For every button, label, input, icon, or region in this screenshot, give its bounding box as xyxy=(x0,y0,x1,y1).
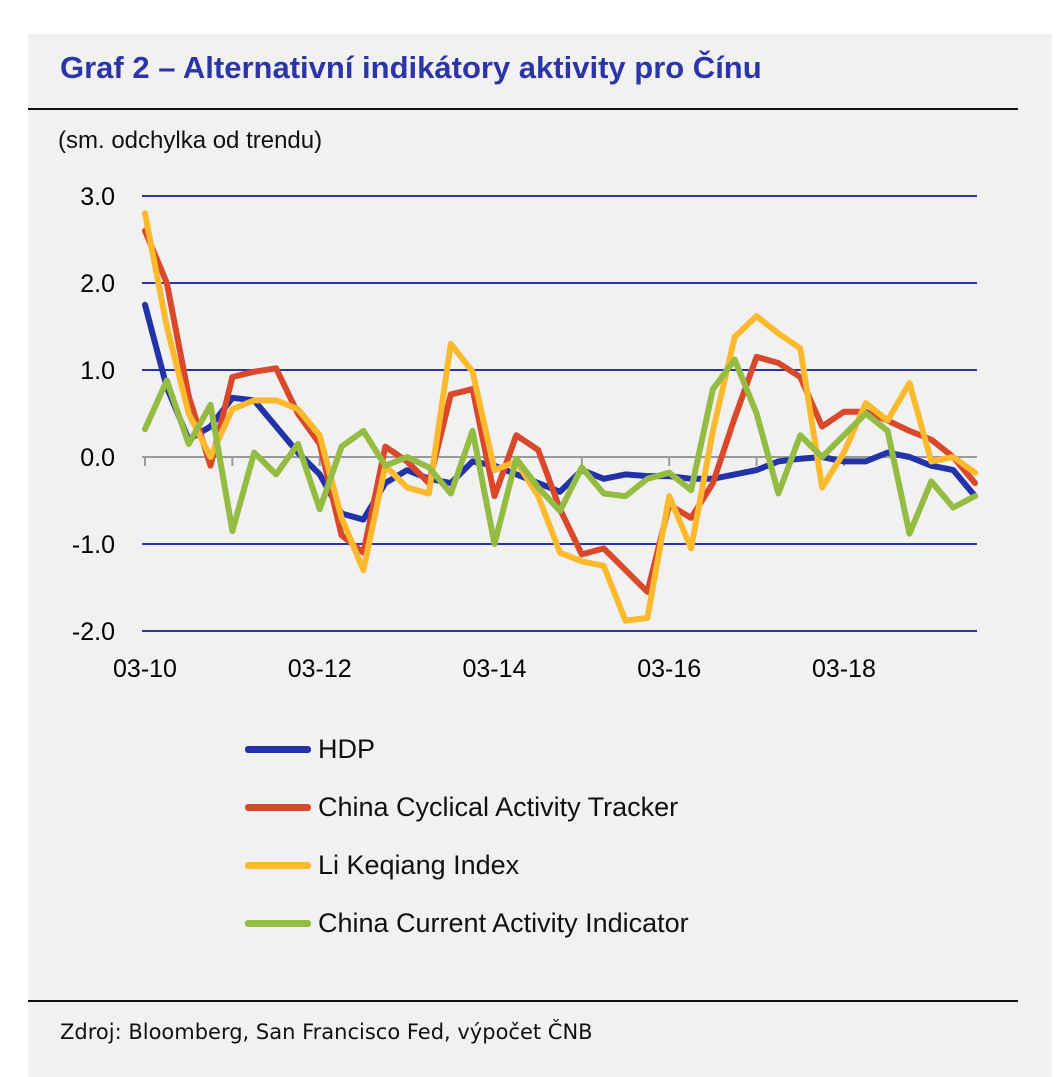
legend-swatch-caai xyxy=(245,920,311,927)
chart-panel xyxy=(28,34,1052,1077)
y-tick-label: -1.0 xyxy=(72,531,115,559)
chart-title: Graf 2 – Alternativní indikátory aktivit… xyxy=(60,50,762,85)
x-tick-label: 03-12 xyxy=(288,655,352,683)
x-tick-label: 03-14 xyxy=(462,655,526,683)
x-tick-label: 03-10 xyxy=(113,655,177,683)
legend-label-lki: Li Keqiang Index xyxy=(318,850,520,880)
y-tick-label: 1.0 xyxy=(80,357,115,385)
x-tick-label: 03-18 xyxy=(812,655,876,683)
legend-label-cat: China Cyclical Activity Tracker xyxy=(318,792,679,822)
series-line-lki xyxy=(142,210,978,624)
series-line-cat xyxy=(142,227,978,595)
y-tick-label: 3.0 xyxy=(80,183,115,211)
series-lines xyxy=(142,210,978,624)
series-line-caai xyxy=(142,356,978,547)
legend-swatch-lki xyxy=(245,862,311,869)
x-tick-label: 03-16 xyxy=(637,655,701,683)
legend-label-hdp: HDP xyxy=(318,734,376,764)
axes: 3.0 2.0 1.0 0.0 -1.0 -2.0 03-10 03-12 03-14 03-16… xyxy=(72,183,977,683)
source-divider xyxy=(28,1000,1018,1002)
y-tick-label: -2.0 xyxy=(72,618,115,646)
y-tick-label: 0.0 xyxy=(80,444,115,472)
legend-swatch-hdp xyxy=(245,746,311,753)
y-axis-unit-label: (sm. odchylka od trendu) xyxy=(58,127,323,154)
legend-label-caai: China Current Activity Indicator xyxy=(318,908,689,938)
y-tick-label: 2.0 xyxy=(80,270,115,298)
line-chart: 3.0 2.0 1.0 0.0 -1.0 -2.0 03-10 03-12 03-14 03-16… xyxy=(72,183,978,683)
source-note: Zdroj: Bloomberg, San Francisco Fed, výp… xyxy=(60,1020,593,1044)
title-divider xyxy=(28,108,1018,110)
legend-swatch-cat xyxy=(245,804,311,811)
